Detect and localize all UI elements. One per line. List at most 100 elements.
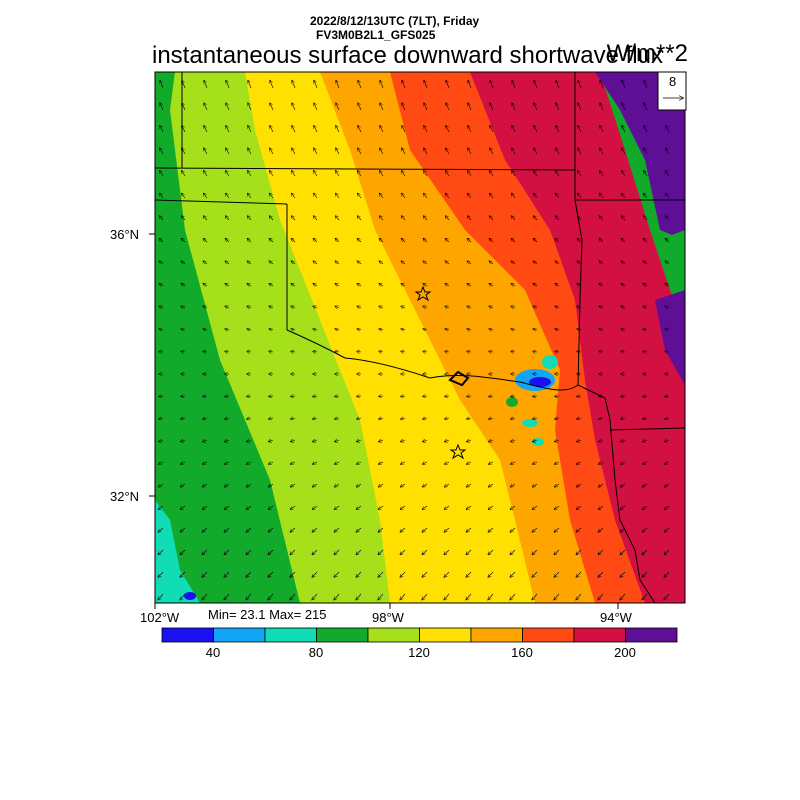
wind-vector <box>622 148 626 155</box>
colorbar-swatch <box>625 627 678 643</box>
star-marker-dfw <box>449 443 467 460</box>
wind-vector <box>291 216 296 221</box>
wind-vector <box>444 593 450 600</box>
wind-vector <box>489 418 494 419</box>
wind-vector <box>510 593 516 600</box>
wind-vector <box>489 462 494 464</box>
wind-vector <box>357 306 362 308</box>
wind-vector <box>248 80 252 89</box>
wind-vector <box>356 505 362 509</box>
wind-vector <box>446 80 450 89</box>
wind-vector <box>401 440 406 442</box>
wind-vector <box>642 527 648 532</box>
wind-vector <box>180 484 186 487</box>
wind-vector <box>379 462 384 464</box>
wind-vector <box>444 484 450 487</box>
wind-vector <box>401 306 406 308</box>
wind-vector <box>600 193 604 199</box>
wind-vector <box>599 284 604 286</box>
wind-vector <box>621 284 626 286</box>
wind-vector <box>533 284 538 286</box>
wind-vector <box>334 484 340 487</box>
wind-vector <box>379 351 384 352</box>
wind-vector <box>600 126 604 133</box>
lon-label-94w: 94°W <box>600 610 632 625</box>
wind-vector <box>247 418 252 419</box>
wind-vector <box>380 193 384 199</box>
wind-vector <box>424 148 428 155</box>
datetime-header: 2022/8/12/13UTC (7LT), Friday <box>310 14 480 28</box>
wind-vector <box>467 462 472 464</box>
colorbar-swatch <box>316 627 369 643</box>
wind-vector <box>314 148 318 155</box>
state-boundaries <box>155 72 685 603</box>
wind-vector <box>335 284 340 286</box>
wind-vector <box>290 571 296 577</box>
wind-vector <box>269 261 274 264</box>
wind-vector <box>599 440 604 442</box>
wind-vector <box>269 238 274 243</box>
wind-vector <box>181 440 186 442</box>
wind-vector <box>402 171 406 177</box>
wind-vector <box>621 396 626 397</box>
colorbar-swatch <box>470 627 523 643</box>
wind-vector <box>401 396 406 397</box>
wind-vector <box>511 329 516 330</box>
wind-vector <box>577 306 582 308</box>
wind-vector <box>534 193 538 199</box>
wind-vector <box>358 193 362 199</box>
wind-vector <box>423 329 428 330</box>
wind-vector <box>225 329 230 330</box>
wind-vector <box>291 238 296 243</box>
wind-vector <box>533 238 538 243</box>
wind-vector <box>512 193 516 199</box>
wind-vector <box>335 216 340 221</box>
wind-vector <box>336 148 340 155</box>
wind-vector <box>269 306 274 308</box>
wind-vector <box>600 80 604 89</box>
wind-vector <box>269 216 274 221</box>
wind-vector <box>247 238 252 243</box>
station-markers <box>414 285 467 460</box>
wind-vector <box>468 171 472 177</box>
wind-vector <box>532 549 538 555</box>
wind-vector <box>203 216 208 221</box>
wind-vector <box>158 549 164 555</box>
wind-vector <box>666 148 670 155</box>
wind-vector <box>248 148 252 155</box>
wind-vector <box>621 329 626 330</box>
wind-vector <box>555 440 560 442</box>
wind-vector <box>246 549 252 555</box>
wind-vector <box>335 329 340 330</box>
wind-vector <box>248 103 252 111</box>
wind-vector <box>468 148 472 155</box>
colorbar-label-160: 160 <box>511 645 533 660</box>
wind-vector <box>180 549 186 555</box>
wind-vector <box>312 505 318 509</box>
wind-vector <box>180 593 186 600</box>
wind-vector <box>599 329 604 330</box>
wind-vector <box>159 462 164 464</box>
wind-vector <box>202 549 208 555</box>
wind-vector <box>511 462 516 464</box>
wind-vector <box>313 284 318 286</box>
wind-vector <box>466 549 472 555</box>
wind-vector <box>357 418 362 419</box>
wind-vector <box>424 103 428 111</box>
wind-vector <box>468 193 472 199</box>
wind-vector <box>402 126 406 133</box>
wind-vector <box>577 396 582 397</box>
wind-vector <box>621 462 626 464</box>
wind-vector <box>467 306 472 308</box>
wind-vector <box>598 527 604 532</box>
wind-vector <box>622 193 626 199</box>
wind-vector <box>510 505 516 509</box>
wind-vector <box>356 593 362 600</box>
wind-vector <box>181 329 186 330</box>
wind-vector <box>622 171 626 177</box>
wind-vector <box>423 216 428 221</box>
wind-vector <box>313 396 318 397</box>
wind-vector <box>423 396 428 397</box>
wind-vector <box>599 306 604 308</box>
wind-vector <box>578 148 582 155</box>
